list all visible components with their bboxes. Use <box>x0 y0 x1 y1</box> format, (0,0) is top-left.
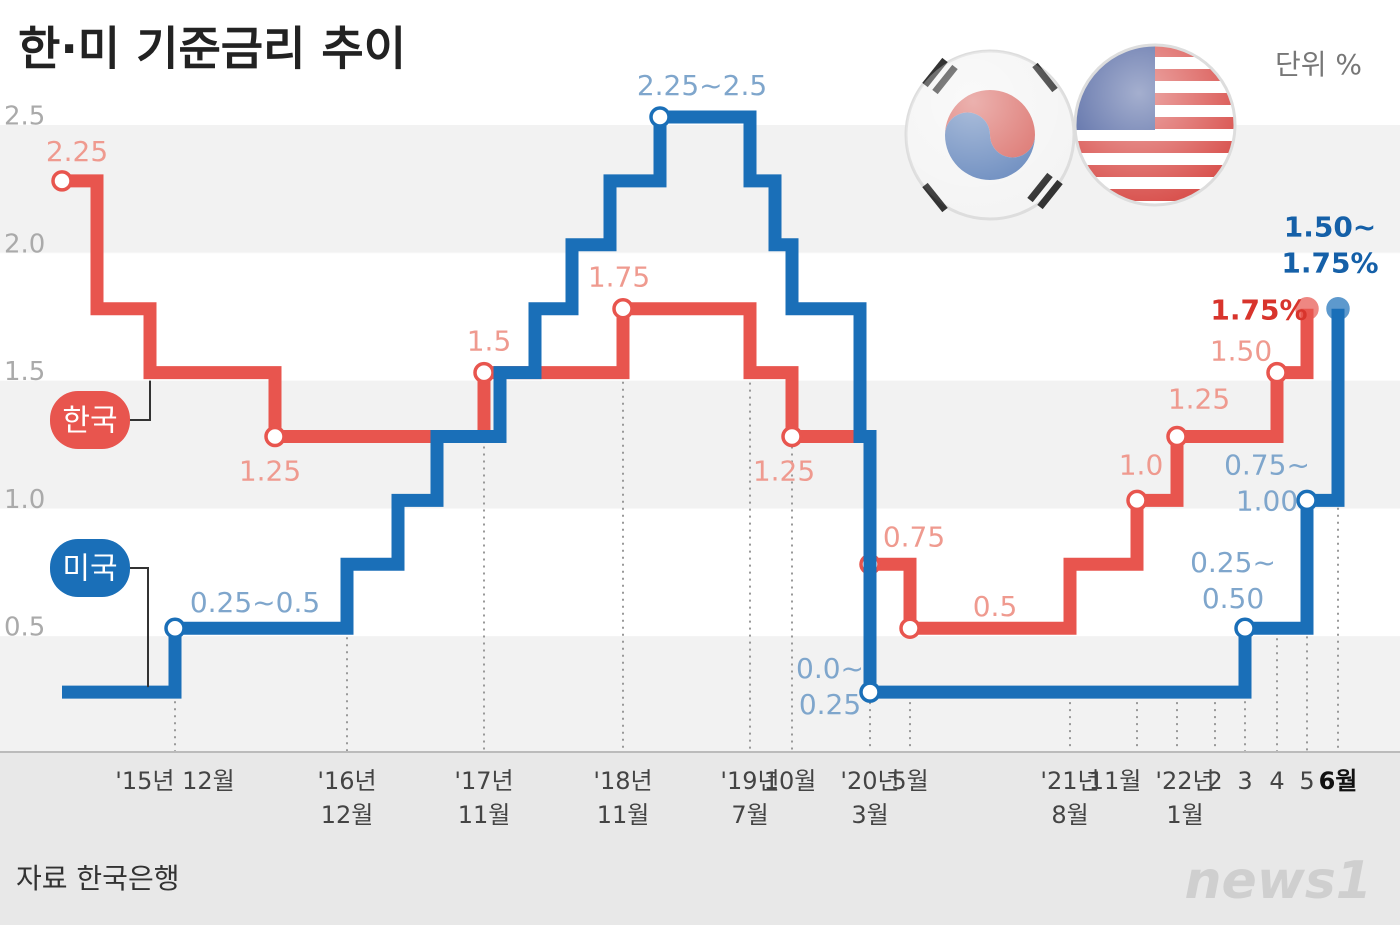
x-tick-label: 5월 <box>891 767 928 795</box>
data-label: 1.5 <box>467 325 512 358</box>
point <box>781 425 803 448</box>
point <box>164 617 186 639</box>
x-tick-label: 5 <box>1299 767 1314 795</box>
point <box>859 681 881 703</box>
x-tick-label: 3 <box>1237 767 1252 795</box>
point <box>1295 296 1319 321</box>
point <box>899 617 921 639</box>
y-tick-label: 1.5 <box>4 357 45 387</box>
point <box>1234 617 1256 639</box>
point <box>1166 425 1188 448</box>
data-label: 1.25 <box>753 455 815 488</box>
x-tick-label: '22년 1월 <box>1155 767 1214 829</box>
flag-usa <box>1073 43 1237 207</box>
x-tick-label: '19년 7월 <box>720 767 779 829</box>
point <box>1266 361 1288 384</box>
plot: 2.251.251.51.751.250.750.51.01.251.501.7… <box>46 69 1379 721</box>
point <box>264 425 286 448</box>
x-tick-label: '15년 12월 <box>115 767 234 795</box>
legend-connector <box>130 380 151 421</box>
data-label: 0.25~ 0.50 <box>1190 546 1276 615</box>
flag-korea <box>904 49 1076 221</box>
data-label: 1.50~ 1.75% <box>1281 211 1378 280</box>
data-label: 1.75 <box>588 261 650 294</box>
legend-connector <box>130 567 149 688</box>
x-tick-label: '20년 3월 <box>840 767 899 829</box>
point <box>1296 489 1318 512</box>
data-label: 0.75~ 1.00 <box>1224 448 1310 517</box>
x-tick-label: '17년 11월 <box>454 767 513 829</box>
x-tick-label: 4 <box>1269 767 1284 795</box>
point <box>473 361 495 384</box>
x-tick-label: 6월 <box>1319 767 1358 795</box>
point <box>51 170 73 192</box>
point <box>1126 489 1148 512</box>
data-label: 0.5 <box>973 590 1018 623</box>
x-tick-label: '18년 11월 <box>593 767 652 829</box>
data-label: 0.75 <box>883 520 945 553</box>
series-line <box>62 110 1345 699</box>
data-label: 1.25 <box>1168 383 1230 416</box>
logo: news1 <box>1185 851 1372 911</box>
x-tick-label: 2 <box>1207 767 1222 795</box>
x-tick-label: 10월 <box>764 767 817 795</box>
x-axis-band <box>0 752 1400 925</box>
y-tick-label: 0.5 <box>4 613 45 643</box>
data-label: 0.25~0.5 <box>190 586 320 619</box>
legend-label: 미국 <box>62 552 117 587</box>
x-tick-label: '21년 8월 <box>1040 767 1099 829</box>
point <box>612 297 634 320</box>
legend-label: 한국 <box>62 404 117 439</box>
data-label: 2.25~2.5 <box>637 69 767 102</box>
chart-title: 한·미 기준금리 추이 <box>18 22 406 76</box>
data-label: 1.25 <box>239 455 301 488</box>
legend-swatch <box>50 539 130 597</box>
data-label: 1.75% <box>1210 294 1307 327</box>
x-tick-label: 11월 <box>1089 767 1142 795</box>
x-tick-label: '16년 12월 <box>317 767 376 829</box>
source: 자료 한국은행 <box>16 862 179 895</box>
y-tick-label: 2.0 <box>4 229 45 259</box>
data-label: 1.50 <box>1210 335 1272 368</box>
y-tick-label: 2.5 <box>4 102 45 132</box>
data-label: 0.0~ 0.25 <box>796 652 864 721</box>
legend-swatch <box>50 391 130 449</box>
data-label: 1.0 <box>1119 448 1164 481</box>
grid-band <box>0 380 1400 509</box>
y-tick-label: 1.0 <box>4 485 45 515</box>
point <box>649 106 671 128</box>
point <box>1326 296 1350 321</box>
unit-label: 단위 % <box>1275 48 1362 81</box>
data-label: 2.25 <box>46 135 108 168</box>
